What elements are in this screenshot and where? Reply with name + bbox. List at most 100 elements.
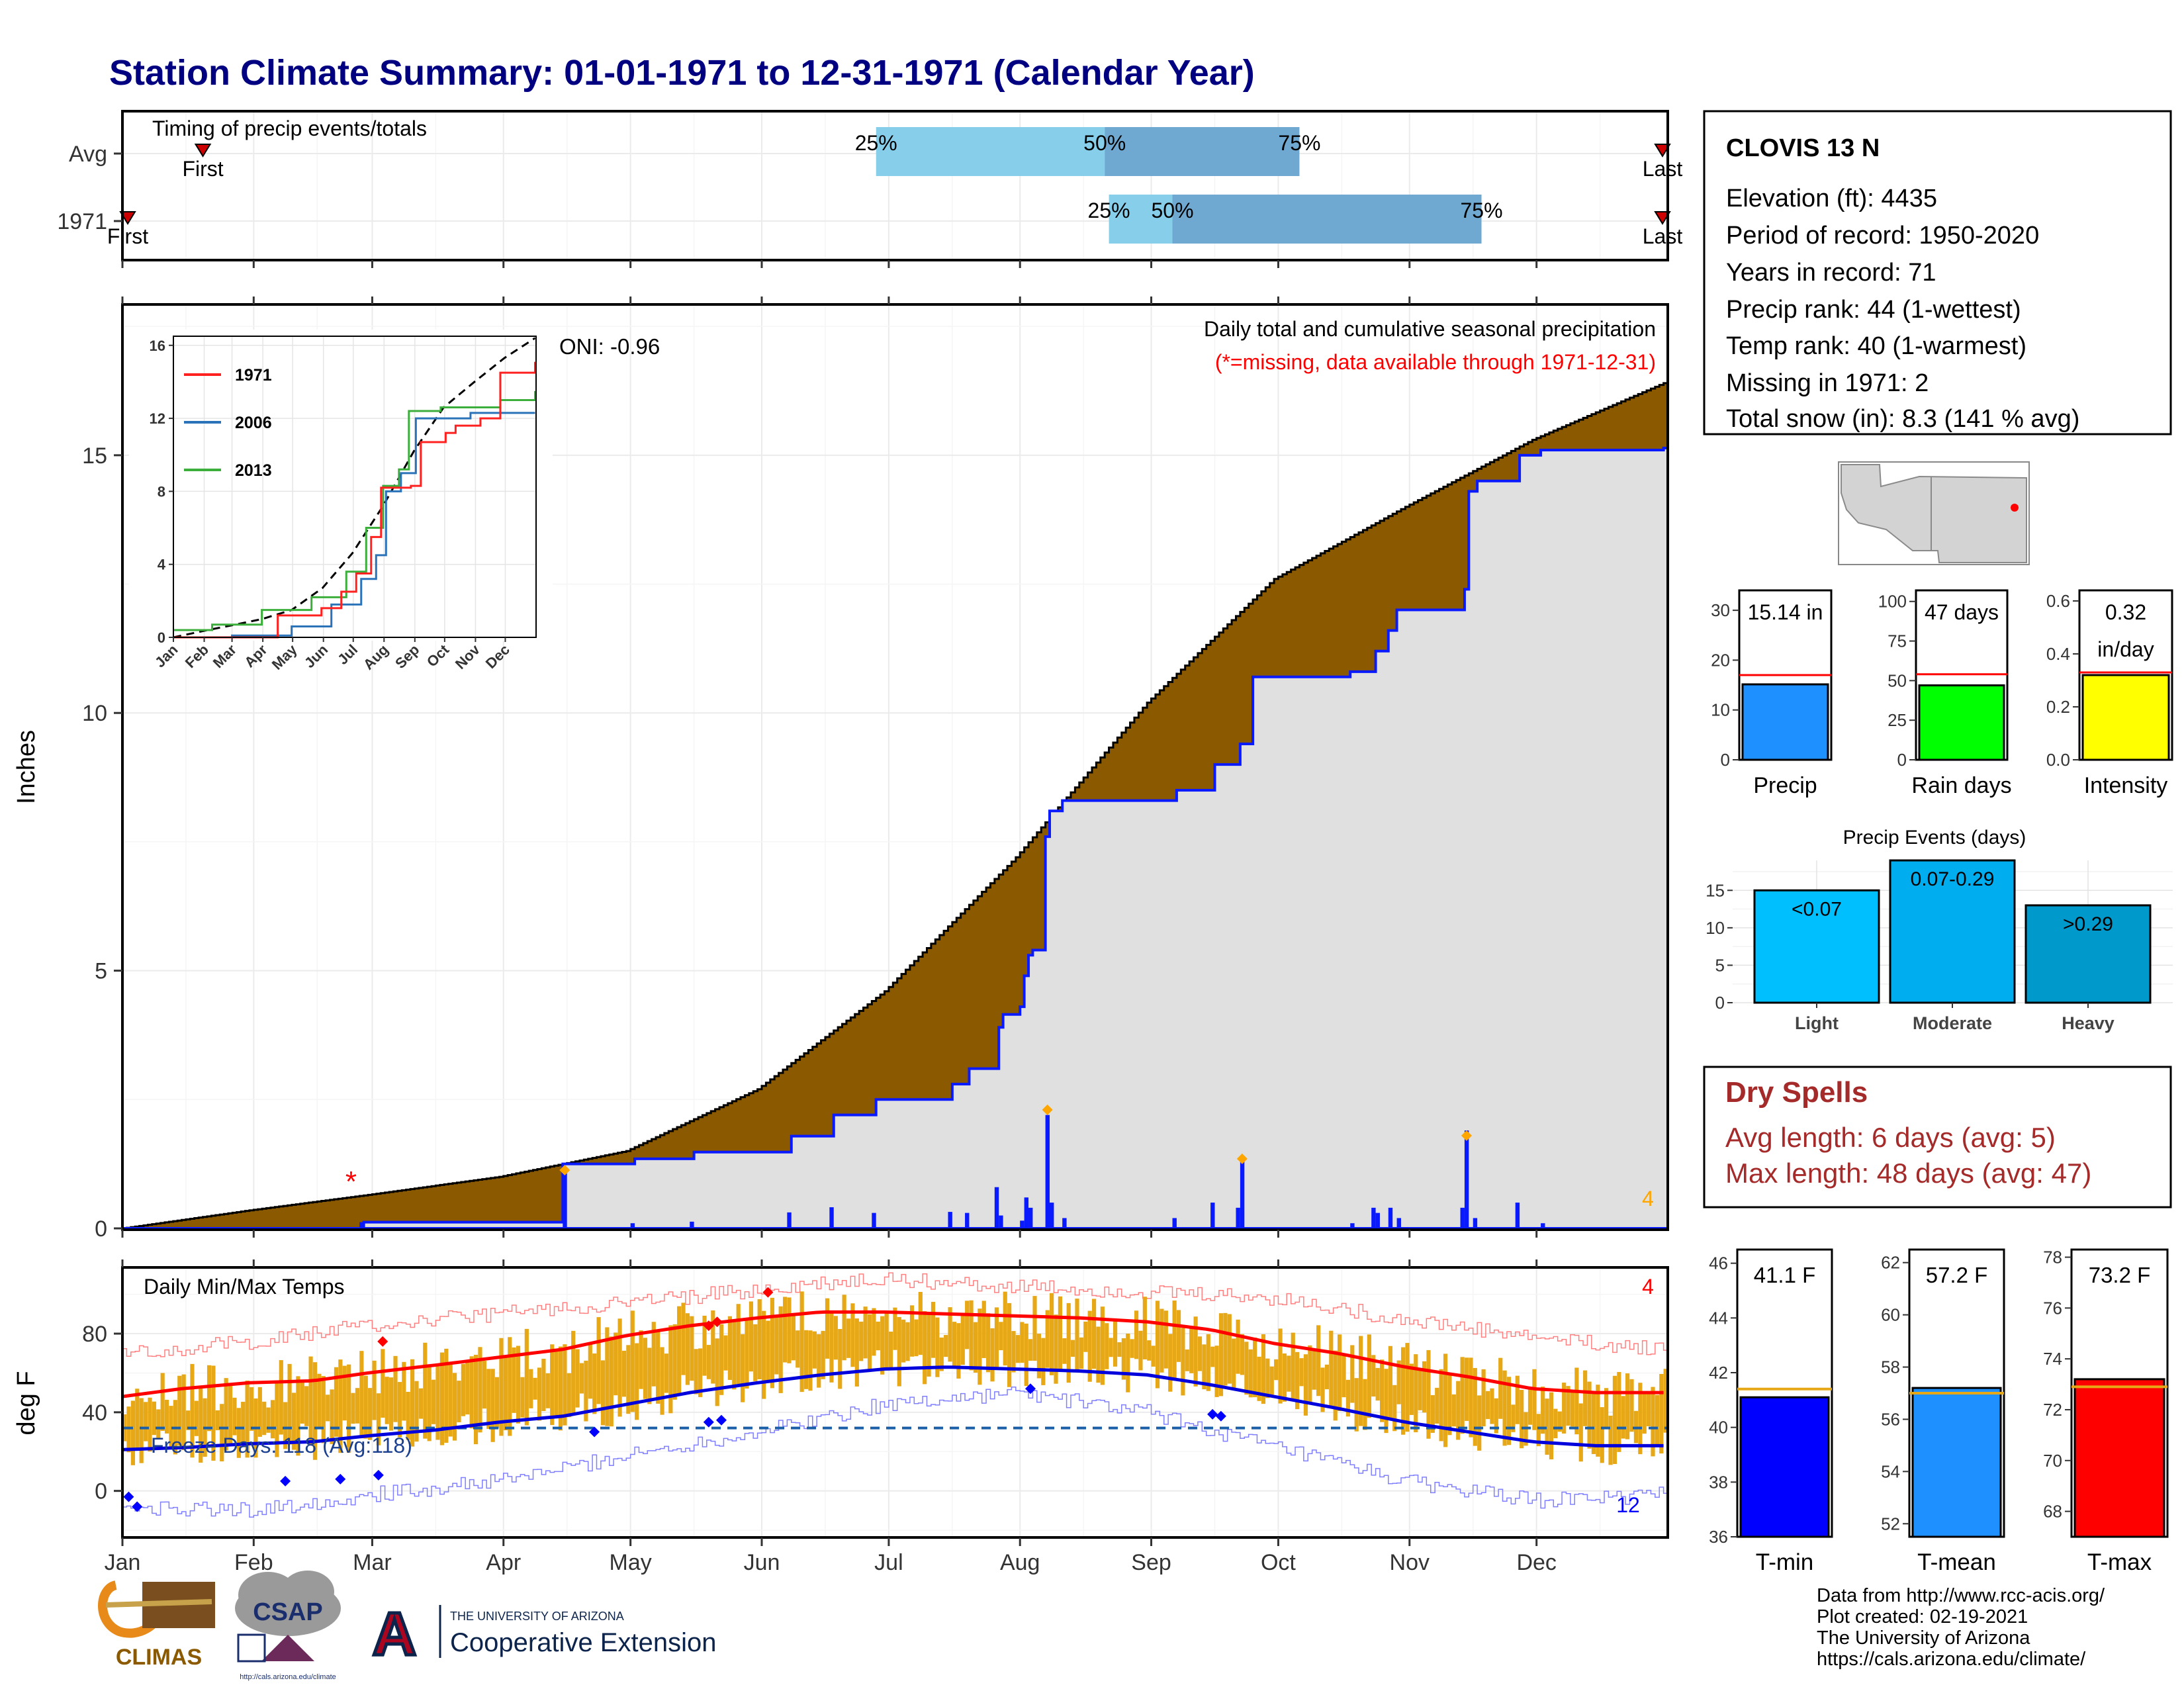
events-category-label-heavy: Heavy xyxy=(2062,1013,2115,1033)
temp-daily-bar xyxy=(283,1402,288,1449)
t-min-bar xyxy=(1739,1396,1830,1538)
temp-daily-bar xyxy=(842,1295,846,1361)
inset-xtick-label: Oct xyxy=(424,641,453,670)
temp-daily-bar xyxy=(228,1383,233,1443)
temp-daily-bar xyxy=(969,1300,974,1371)
temp-daily-bar xyxy=(799,1291,804,1393)
dry-spells-box: Dry Spells Avg length: 6 days (avg: 5) M… xyxy=(1703,1066,2172,1209)
temp-daily-bar xyxy=(948,1307,952,1362)
temp-daily-bar xyxy=(567,1373,571,1418)
temp-daily-bar xyxy=(643,1338,648,1399)
precip-bar xyxy=(1741,683,1829,761)
precip-daily-bar xyxy=(630,1223,635,1228)
temp-daily-bar xyxy=(181,1374,186,1451)
temp-daily-bar xyxy=(1003,1291,1007,1366)
temp-daily-bar xyxy=(584,1360,588,1422)
precip-ytick-label: 5 xyxy=(95,959,107,984)
temp-daily-bar xyxy=(245,1380,250,1458)
temp-daily-bar xyxy=(1202,1344,1206,1390)
precip-daily-bar xyxy=(1020,1220,1024,1228)
temp-daily-bar xyxy=(914,1319,919,1357)
t-mean-ytick-label: 58 xyxy=(1881,1357,1900,1377)
temp-daily-bar xyxy=(817,1334,821,1388)
temp-daily-bar xyxy=(596,1317,601,1404)
temp-daily-bar xyxy=(727,1316,733,1380)
dry-spells-max: Max length: 48 days (avg: 47) xyxy=(1725,1158,2091,1189)
temp-daily-bar xyxy=(423,1342,428,1439)
temp-daily-bar xyxy=(1083,1321,1088,1352)
temp-daily-bar xyxy=(1054,1314,1058,1384)
temp-daily-bar xyxy=(1066,1303,1071,1383)
record-low-marker xyxy=(373,1469,384,1481)
record-low-marker xyxy=(335,1473,346,1485)
temp-daily-bar xyxy=(1210,1346,1215,1367)
temp-daily-bar xyxy=(444,1348,449,1443)
record-high-marker xyxy=(377,1336,388,1347)
temp-daily-bar xyxy=(960,1314,965,1365)
temp-daily-bar xyxy=(1257,1356,1261,1401)
temp-daily-bar xyxy=(558,1346,563,1431)
month-label-sep: Sep xyxy=(1131,1550,1171,1575)
month-label-aug: Aug xyxy=(1000,1550,1040,1575)
temp-daily-bar xyxy=(1087,1310,1092,1382)
temp-daily-bar xyxy=(1160,1308,1164,1373)
temp-daily-bar xyxy=(177,1375,182,1445)
rain-days-ytick-label: 0 xyxy=(1897,750,1907,770)
t-max-ytick-label: 76 xyxy=(2043,1298,2062,1318)
temp-daily-bar xyxy=(334,1367,339,1437)
credit-plot-created: Plot created: 02-19-2021 xyxy=(1817,1606,2028,1627)
events-range-label-moderate: 0.07-0.29 xyxy=(1911,868,1995,890)
temp-daily-bar xyxy=(1345,1379,1351,1417)
temp-daily-bar xyxy=(1278,1328,1283,1404)
temp-daily-bar xyxy=(224,1378,228,1451)
temp-daily-bars xyxy=(122,1272,1668,1518)
temp-daily-bar xyxy=(135,1389,140,1451)
precip-events-chart: Precip Events (days) <0.07 Light 0.07-0.29… xyxy=(1706,827,2173,1033)
temp-daily-bar xyxy=(1096,1326,1101,1383)
csap-cloud-right xyxy=(281,1571,334,1613)
temp-daily-bar xyxy=(1282,1353,1287,1402)
station-name: CLOVIS 13 N xyxy=(1726,134,1880,162)
t-min-chart-label: T-min xyxy=(1756,1549,1814,1575)
temp-daily-bar xyxy=(1189,1327,1194,1373)
temp-daily-bar xyxy=(1223,1312,1228,1386)
inset-line-1971 xyxy=(173,361,536,639)
record-low-marker xyxy=(1207,1408,1218,1420)
temp-daily-bar xyxy=(194,1400,199,1436)
precip-extreme-marker xyxy=(1461,1130,1472,1141)
temp-daily-bar xyxy=(927,1314,931,1377)
temp-daily-bar xyxy=(965,1301,970,1349)
temp-daily-bar xyxy=(1007,1303,1012,1387)
temp-daily-bar xyxy=(1587,1381,1592,1449)
temp-daily-bar xyxy=(999,1322,1003,1351)
temp-daily-bar xyxy=(905,1322,910,1361)
precip-extreme-marker xyxy=(1042,1104,1053,1115)
temp-daily-bar xyxy=(1032,1296,1037,1361)
precip-ytick-label: 30 xyxy=(1711,600,1730,620)
temp-daily-bar xyxy=(156,1409,161,1440)
record-low-marker xyxy=(132,1501,143,1512)
credit-university: The University of Arizona xyxy=(1817,1627,2030,1649)
month-label-jul: Jul xyxy=(874,1550,903,1575)
temp-daily-bar xyxy=(490,1369,495,1442)
temp-daily-bar xyxy=(1218,1313,1224,1396)
temp-daily-bar xyxy=(1299,1358,1304,1387)
temp-daily-bar xyxy=(482,1361,486,1409)
temp-daily-bar xyxy=(1481,1369,1486,1427)
temp-daily-bar xyxy=(520,1377,525,1418)
temperature-summary-bars: 41.1 F T-min 36 38 40 42 44 46 57.2 F T-mean 52 54 5… xyxy=(1709,1248,2169,1575)
timing-label-avg-first: First xyxy=(182,157,223,181)
temp-daily-bar xyxy=(668,1325,673,1414)
missing-data-marker: * xyxy=(345,1165,357,1198)
timing-row-year-label: 1971 xyxy=(57,209,107,234)
avg-min-temp-line xyxy=(122,1365,1664,1451)
timing-label: Timing of precip events/totals xyxy=(152,116,427,140)
temp-daily-bar xyxy=(1469,1357,1473,1438)
temp-daily-bar xyxy=(833,1316,838,1360)
temp-daily-bar xyxy=(432,1379,436,1424)
temp-daily-bar xyxy=(397,1382,402,1438)
inset-line-2013 xyxy=(173,390,536,631)
record-low-count: 12 xyxy=(1616,1493,1640,1517)
timing-bar-year-p25-p50 xyxy=(1109,195,1173,244)
temp-daily-bar xyxy=(1511,1404,1516,1432)
